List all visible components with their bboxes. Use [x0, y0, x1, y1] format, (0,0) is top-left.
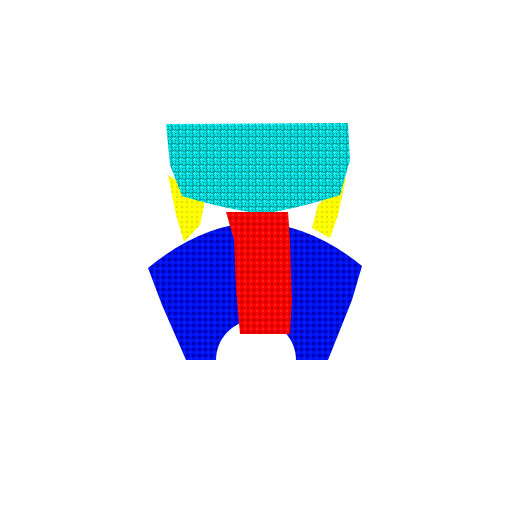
yellow-segment-left: [168, 175, 205, 242]
red-segment: [226, 212, 292, 334]
cyan-segment: [166, 123, 350, 214]
